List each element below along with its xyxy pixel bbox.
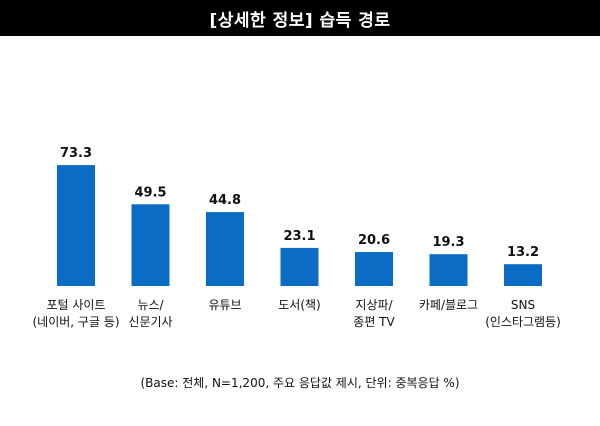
category-label-4-1: 종편 TV bbox=[353, 315, 395, 329]
bar-5 bbox=[429, 254, 468, 286]
category-label-2-0: 유튜브 bbox=[208, 298, 241, 312]
chart-title-text: [상세한 정보] 습득 경로 bbox=[209, 10, 391, 31]
value-label-3: 23.1 bbox=[283, 229, 315, 244]
category-label-6-0: SNS bbox=[511, 298, 535, 312]
footnote: (Base: 전체, N=1,200, 주요 응답값 제시, 단위: 중복응답 … bbox=[140, 376, 460, 390]
value-label-2: 44.8 bbox=[209, 193, 241, 208]
value-label-1: 49.5 bbox=[134, 185, 166, 200]
chart-title: [상세한 정보] 습득 경로 bbox=[0, 0, 600, 36]
value-label-5: 19.3 bbox=[432, 235, 464, 250]
category-label-0-1: (네이버, 구글 등) bbox=[32, 315, 119, 329]
bar-6 bbox=[504, 264, 542, 286]
bar-3 bbox=[280, 247, 319, 286]
bar-2 bbox=[206, 212, 244, 286]
bar-1 bbox=[131, 204, 170, 286]
value-label-6: 13.2 bbox=[507, 245, 539, 260]
value-label-4: 20.6 bbox=[358, 233, 390, 248]
category-label-1-1: 신문기사 bbox=[128, 315, 172, 329]
category-label-0-0: 포털 사이트 bbox=[46, 298, 105, 312]
value-label-0: 73.3 bbox=[60, 146, 92, 161]
category-label-5-0: 카페/블로그 bbox=[419, 298, 478, 312]
bar-4 bbox=[355, 252, 393, 286]
category-label-6-1: (인스타그램등) bbox=[485, 315, 561, 329]
bar-chart: 73.3 포털 사이트 (네이버, 구글 등) 49.5 뉴스/신문기사 44.8 유튜브 2… bbox=[32, 146, 561, 329]
bar-0 bbox=[57, 165, 95, 286]
category-label-4-0: 지상파/ bbox=[355, 298, 393, 312]
category-label-3-0: 도서(책) bbox=[278, 297, 320, 312]
category-label-1-0: 뉴스/ bbox=[137, 298, 164, 312]
